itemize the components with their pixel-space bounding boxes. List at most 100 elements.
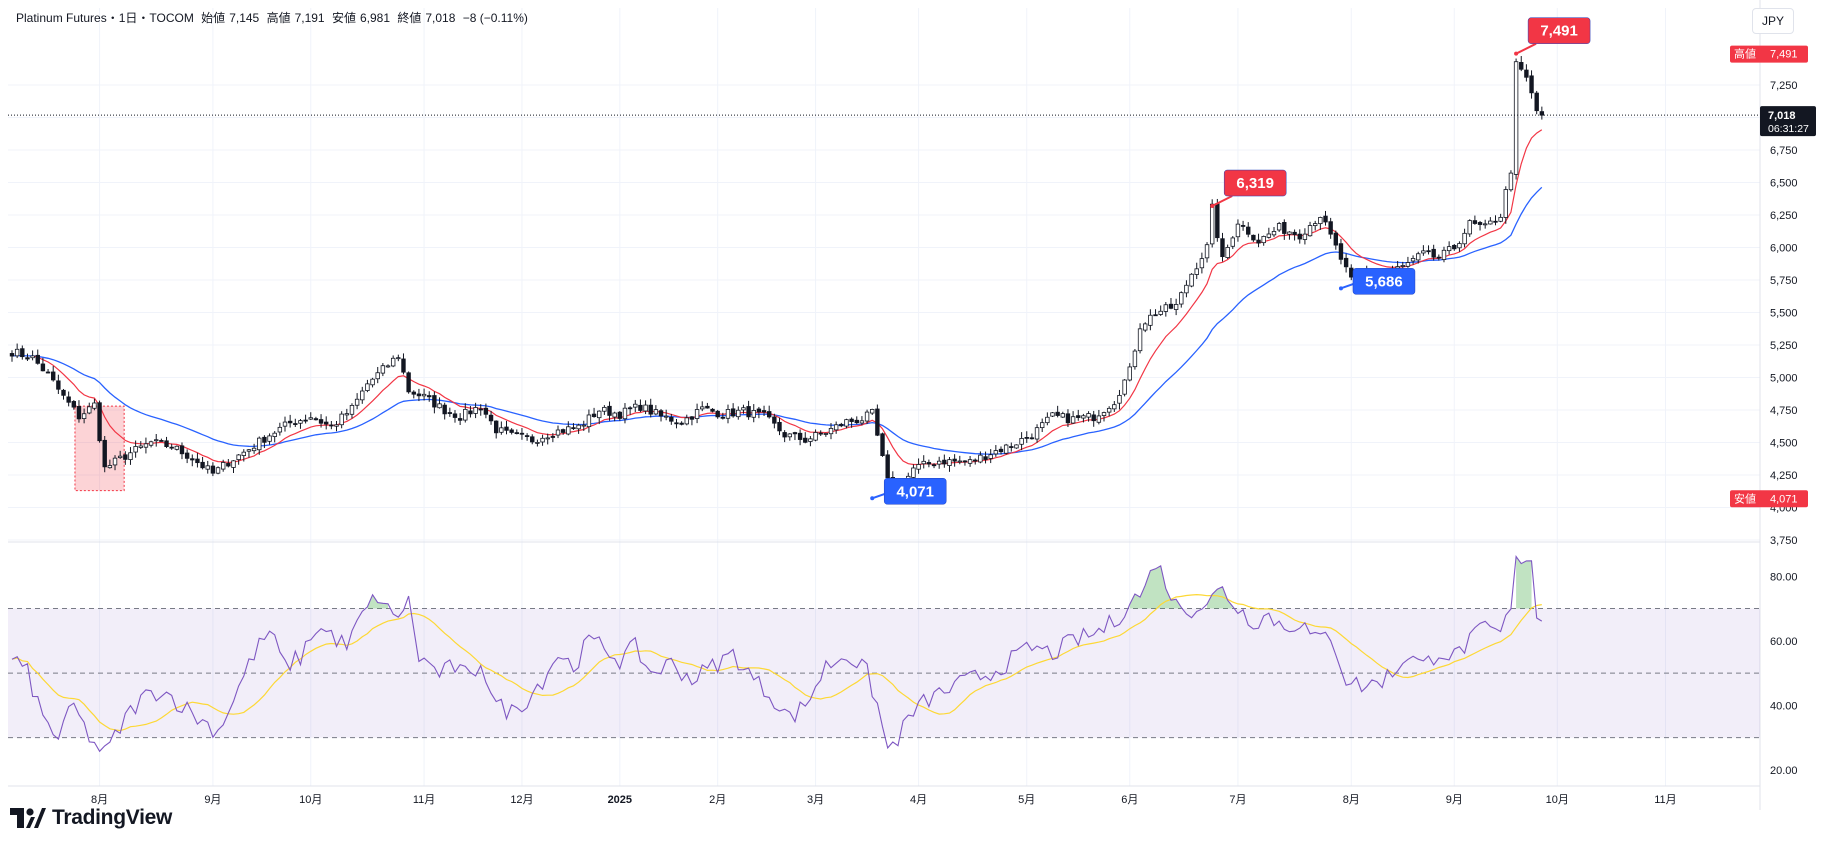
candle-down <box>159 440 164 442</box>
candle-down <box>1256 239 1261 244</box>
candle-down <box>1436 256 1442 259</box>
candle-up <box>1050 412 1055 417</box>
callout-badge <box>1223 169 1287 197</box>
candle-up <box>1204 244 1210 259</box>
candle-down <box>550 436 556 438</box>
candle-up <box>957 460 962 463</box>
axis-marker-label: 高値 <box>1734 47 1756 61</box>
price-tick-label: 3,750 <box>1770 535 1798 547</box>
candle-up <box>545 437 550 440</box>
candle-up <box>1045 416 1050 424</box>
candle-up <box>1405 262 1411 267</box>
price-tick-label: 6,750 <box>1770 145 1798 157</box>
candle-down <box>1323 215 1328 223</box>
candle-down <box>71 401 77 408</box>
candle-down <box>705 405 710 409</box>
candle-up <box>298 420 303 424</box>
candle-down <box>1246 226 1251 235</box>
candle-down <box>792 432 798 435</box>
candle-up <box>1034 427 1040 440</box>
candle-down <box>669 416 674 422</box>
candle-down <box>411 391 416 395</box>
candle-down <box>416 393 422 397</box>
candle-up <box>380 365 386 374</box>
candle-up <box>947 459 952 466</box>
candle-up <box>396 357 401 360</box>
candle-up <box>1086 413 1091 418</box>
candle-down <box>715 410 720 418</box>
candle-down <box>885 454 890 479</box>
time-tick-label: 2月 <box>709 794 726 806</box>
time-tick-label: 10月 <box>1546 794 1569 806</box>
candle-up <box>282 421 288 427</box>
candle-down <box>1493 220 1498 223</box>
candle-down <box>638 404 643 411</box>
candle-up <box>1441 249 1447 260</box>
candle-down <box>1519 62 1524 70</box>
callout-leader <box>1515 42 1537 55</box>
symbol-title[interactable]: Platinum Futures・1日・TOCOM <box>16 11 194 25</box>
candle-down <box>9 353 15 357</box>
candles <box>9 56 1545 495</box>
candle-up <box>308 417 313 420</box>
candle-down <box>803 437 808 443</box>
candle-up <box>1194 268 1199 275</box>
candle-up <box>1106 407 1112 413</box>
candle-up <box>1503 189 1508 218</box>
candle-up <box>360 390 365 401</box>
candle-down <box>1338 243 1344 260</box>
candle-up <box>231 460 236 468</box>
candle-up <box>921 460 926 465</box>
tradingview-logo[interactable]: TradingView <box>10 806 172 830</box>
candle-up <box>597 410 602 419</box>
candle-up <box>828 427 834 435</box>
time-tick-label: 8月 <box>91 794 108 806</box>
ema-fast-line <box>32 129 1543 466</box>
time-tick-label: 9月 <box>1446 794 1463 806</box>
candle-down <box>25 357 30 360</box>
candle-down <box>226 463 231 467</box>
candle-down <box>1472 220 1478 224</box>
candle-up <box>741 407 746 411</box>
candle-up <box>612 412 617 418</box>
candle-down <box>318 419 324 424</box>
candle-up <box>1482 223 1488 226</box>
candle-down <box>483 407 489 415</box>
candle-down <box>973 459 978 462</box>
candle-down <box>123 454 128 460</box>
candle-down <box>571 427 576 430</box>
price-tick-label: 5,250 <box>1770 340 1798 352</box>
candle-up <box>1189 273 1194 287</box>
candle-up <box>241 451 246 456</box>
candle-down <box>942 459 947 465</box>
price-tick-label: 5,000 <box>1770 373 1798 385</box>
candle-down <box>488 414 494 422</box>
candle-down <box>710 408 715 412</box>
candle-down <box>1240 225 1246 227</box>
tradingview-logo-icon <box>10 808 46 828</box>
candle-down <box>607 405 612 416</box>
candle-down <box>35 354 40 364</box>
callout-dot <box>1210 204 1215 209</box>
candle-up <box>967 459 973 464</box>
currency-button[interactable]: JPY <box>1752 8 1794 34</box>
open-value: 7,145 <box>229 11 260 25</box>
candle-down <box>1091 414 1096 422</box>
rsi-tick-label: 80.00 <box>1770 571 1798 583</box>
candle-up <box>622 407 628 420</box>
candle-up <box>1117 394 1122 404</box>
candle-down <box>931 464 937 467</box>
candle-down <box>1076 415 1081 418</box>
candle-up <box>1457 243 1462 249</box>
candle-down <box>262 436 267 443</box>
candle-up <box>576 424 581 430</box>
candle-down <box>530 436 535 443</box>
candle-down <box>1426 250 1431 253</box>
candle-up <box>334 424 339 427</box>
candle-up <box>138 445 143 448</box>
candle-down <box>190 458 195 461</box>
candle-down <box>730 408 736 417</box>
candle-up <box>128 452 133 461</box>
candle-up <box>1462 232 1467 245</box>
